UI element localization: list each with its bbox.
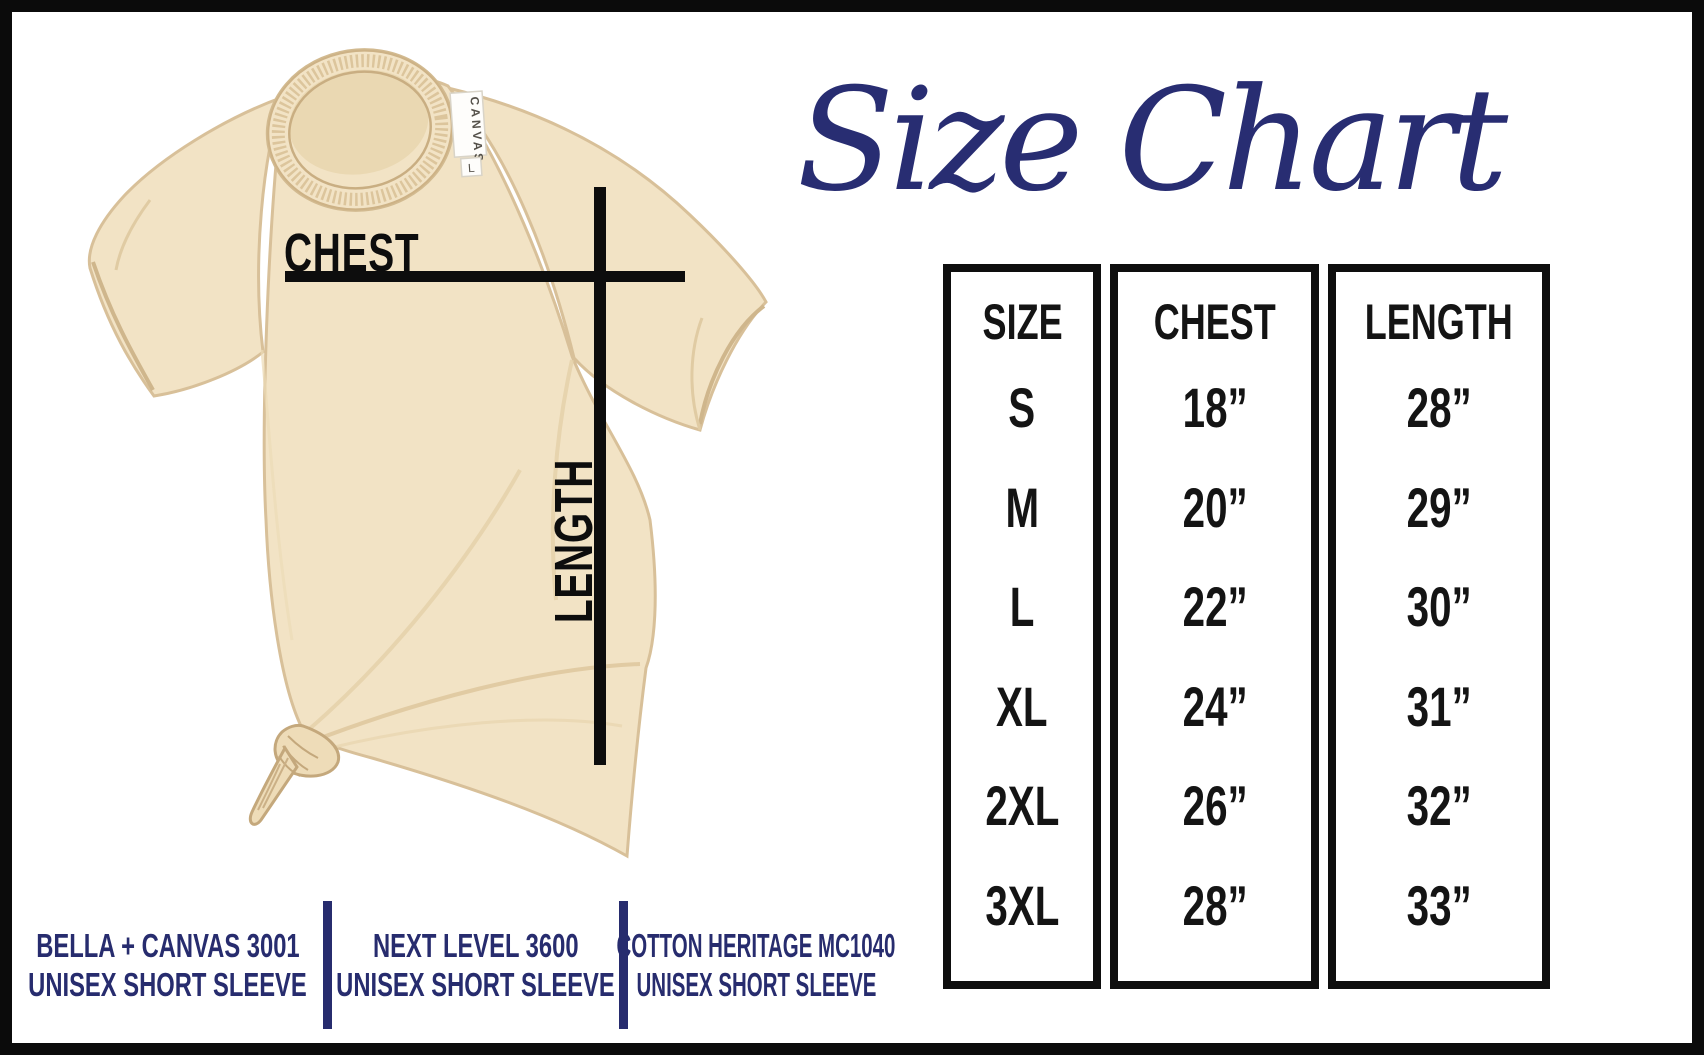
page-title: Size Chart xyxy=(780,38,1520,243)
table-cell-size: S xyxy=(1008,376,1036,440)
table-cell-size: L xyxy=(1009,575,1035,639)
table-cell-chest: 22” xyxy=(1182,575,1248,639)
size-table: SIZE S M L XL 2XL 3XL CHEST 18” 20” 22” … xyxy=(943,264,1550,989)
brand-next-level: NEXT LEVEL 3600 UNISEX SHORT SLEEVE xyxy=(332,926,619,1004)
chest-measure-line xyxy=(285,271,685,282)
length-measure-label: LENGTH xyxy=(543,391,605,691)
neck-tag: CANVAS L xyxy=(449,90,488,178)
brand-name: NEXT LEVEL 3600 xyxy=(372,927,579,964)
brand-style: UNISEX SHORT SLEEVE xyxy=(636,966,876,1003)
length-measure-text: LENGTH xyxy=(544,458,604,624)
table-cell-size: 3XL xyxy=(985,873,1060,937)
table-cell-length: 33” xyxy=(1406,873,1472,937)
brand-name: COTTON HERITAGE MC1040 xyxy=(616,927,896,964)
size-table-column-size: SIZE S M L XL 2XL 3XL xyxy=(943,264,1102,989)
table-cell-size: M xyxy=(1005,475,1039,539)
page-title-text: Size Chart xyxy=(796,58,1508,223)
brand-divider xyxy=(323,901,332,1029)
brand-strip: BELLA + CANVAS 3001 UNISEX SHORT SLEEVE … xyxy=(12,890,896,1040)
brand-divider xyxy=(619,901,628,1029)
table-cell-chest: 20” xyxy=(1182,475,1248,539)
size-table-column-chest: CHEST 18” 20” 22” 24” 26” 28” xyxy=(1110,264,1320,989)
brand-style: UNISEX SHORT SLEEVE xyxy=(336,966,615,1003)
table-cell-length: 28” xyxy=(1406,376,1472,440)
tag-size-text: L xyxy=(468,161,476,175)
table-cell-length: 31” xyxy=(1406,674,1472,738)
tshirt-photo: CANVAS L xyxy=(87,48,768,859)
brand-style: UNISEX SHORT SLEEVE xyxy=(28,966,307,1003)
table-cell-chest: 24” xyxy=(1182,674,1248,738)
size-table-column-length: LENGTH 28” 29” 30” 31” 32” 33” xyxy=(1328,264,1550,989)
table-cell-size: 2XL xyxy=(985,774,1060,838)
column-header-length: LENGTH xyxy=(1365,294,1514,350)
column-header-size: SIZE xyxy=(982,294,1063,350)
table-cell-chest: 28” xyxy=(1182,873,1248,937)
table-cell-length: 32” xyxy=(1406,774,1472,838)
tshirt-shape: CANVAS L xyxy=(87,48,768,859)
tag-brand-text: CANVAS xyxy=(467,96,486,165)
brand-name: BELLA + CANVAS 3001 xyxy=(35,927,300,964)
brand-cotton-heritage: COTTON HERITAGE MC1040 UNISEX SHORT SLEE… xyxy=(617,926,896,1004)
brand-bella-canvas: BELLA + CANVAS 3001 UNISEX SHORT SLEEVE xyxy=(12,926,323,1004)
length-measure-line xyxy=(594,187,606,765)
table-cell-chest: 26” xyxy=(1182,774,1248,838)
table-cell-length: 29” xyxy=(1406,475,1472,539)
table-cell-length: 30” xyxy=(1406,575,1472,639)
column-header-chest: CHEST xyxy=(1153,294,1276,350)
table-cell-chest: 18” xyxy=(1182,376,1248,440)
table-cell-size: XL xyxy=(996,674,1048,738)
